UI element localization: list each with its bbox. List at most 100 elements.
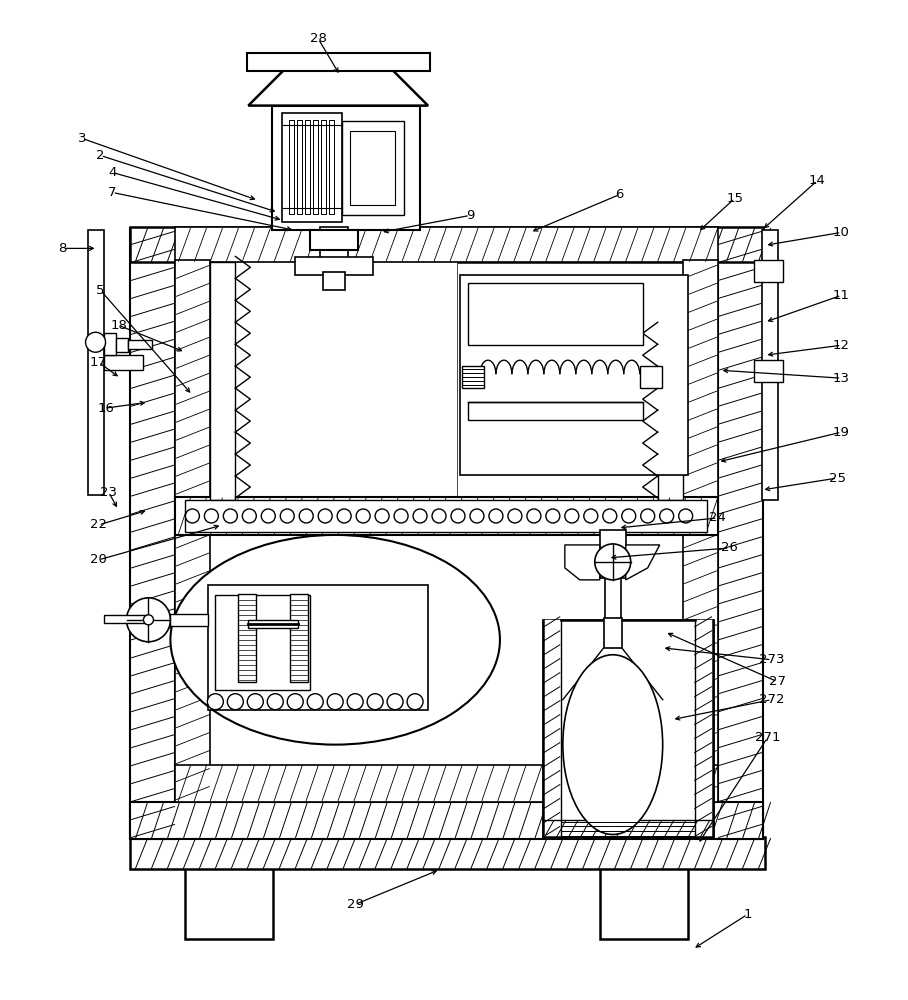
Text: 7: 7 — [108, 186, 117, 199]
Circle shape — [387, 694, 403, 710]
Bar — [762, 230, 777, 500]
Text: 3: 3 — [78, 132, 87, 145]
Text: 13: 13 — [833, 372, 850, 385]
Bar — [311, 230, 358, 250]
Circle shape — [85, 332, 105, 352]
Circle shape — [307, 694, 323, 710]
Bar — [754, 260, 784, 282]
Text: 273: 273 — [759, 653, 785, 666]
Text: 16: 16 — [97, 402, 114, 415]
Circle shape — [603, 509, 617, 523]
Circle shape — [242, 509, 256, 523]
Bar — [211, 262, 235, 500]
Circle shape — [622, 509, 636, 523]
Bar — [208, 585, 428, 710]
Ellipse shape — [171, 535, 500, 745]
Text: 20: 20 — [90, 553, 107, 566]
Circle shape — [413, 509, 427, 523]
Bar — [185, 500, 706, 532]
Ellipse shape — [563, 655, 663, 834]
Bar — [640, 366, 662, 388]
Bar — [754, 360, 784, 382]
Circle shape — [126, 598, 171, 642]
Bar — [350, 131, 395, 205]
Bar — [462, 366, 484, 388]
Bar — [238, 594, 256, 682]
Bar — [295, 257, 373, 275]
Bar — [657, 340, 683, 500]
Bar — [305, 120, 311, 214]
Bar — [127, 340, 153, 349]
Bar — [561, 620, 695, 820]
Circle shape — [678, 509, 693, 523]
Bar — [321, 227, 348, 262]
Text: 11: 11 — [833, 289, 850, 302]
Circle shape — [660, 509, 674, 523]
Bar — [104, 615, 149, 623]
Bar — [115, 338, 127, 352]
Bar — [297, 120, 302, 214]
Bar — [342, 121, 404, 215]
Circle shape — [227, 694, 243, 710]
Bar — [313, 120, 318, 214]
Text: 10: 10 — [833, 226, 850, 239]
Bar — [468, 283, 643, 345]
Bar — [175, 497, 717, 535]
Bar — [131, 227, 763, 262]
Circle shape — [375, 509, 390, 523]
Text: 14: 14 — [809, 174, 826, 187]
Text: 6: 6 — [616, 188, 624, 201]
Circle shape — [281, 509, 294, 523]
Text: 1: 1 — [744, 908, 752, 921]
Text: 22: 22 — [90, 518, 107, 531]
Bar — [87, 230, 104, 495]
Bar — [330, 120, 334, 214]
Text: 4: 4 — [108, 166, 117, 179]
Circle shape — [407, 694, 423, 710]
Bar — [235, 262, 457, 500]
Text: 25: 25 — [829, 472, 846, 485]
Circle shape — [489, 509, 503, 523]
Text: 18: 18 — [110, 319, 127, 332]
Circle shape — [327, 694, 343, 710]
Bar — [323, 272, 345, 290]
Polygon shape — [626, 545, 660, 580]
Circle shape — [347, 694, 363, 710]
Bar — [695, 620, 713, 837]
Circle shape — [223, 509, 237, 523]
Bar — [104, 355, 143, 370]
Bar — [282, 113, 342, 222]
Bar — [185, 867, 273, 939]
Bar — [175, 260, 211, 802]
Circle shape — [337, 509, 351, 523]
Text: 28: 28 — [310, 32, 327, 45]
Bar — [460, 275, 687, 475]
Text: 27: 27 — [769, 675, 786, 688]
Text: 17: 17 — [90, 356, 107, 369]
Bar — [468, 402, 643, 420]
Circle shape — [565, 509, 578, 523]
Circle shape — [143, 615, 153, 625]
Bar — [175, 765, 717, 802]
Bar — [543, 620, 561, 837]
Bar — [543, 820, 713, 837]
Bar — [290, 120, 294, 214]
Text: 26: 26 — [721, 541, 738, 554]
Text: 23: 23 — [100, 486, 117, 499]
Bar — [131, 837, 765, 869]
Text: 9: 9 — [466, 209, 474, 222]
Circle shape — [287, 694, 303, 710]
Circle shape — [451, 509, 465, 523]
Bar — [175, 227, 717, 262]
Circle shape — [432, 509, 446, 523]
Bar — [131, 228, 175, 839]
Circle shape — [185, 509, 200, 523]
Circle shape — [394, 509, 408, 523]
Bar — [171, 614, 208, 626]
Polygon shape — [565, 545, 600, 580]
Circle shape — [470, 509, 484, 523]
Text: 15: 15 — [726, 192, 743, 205]
Bar — [600, 530, 626, 578]
Circle shape — [204, 509, 218, 523]
Circle shape — [546, 509, 560, 523]
